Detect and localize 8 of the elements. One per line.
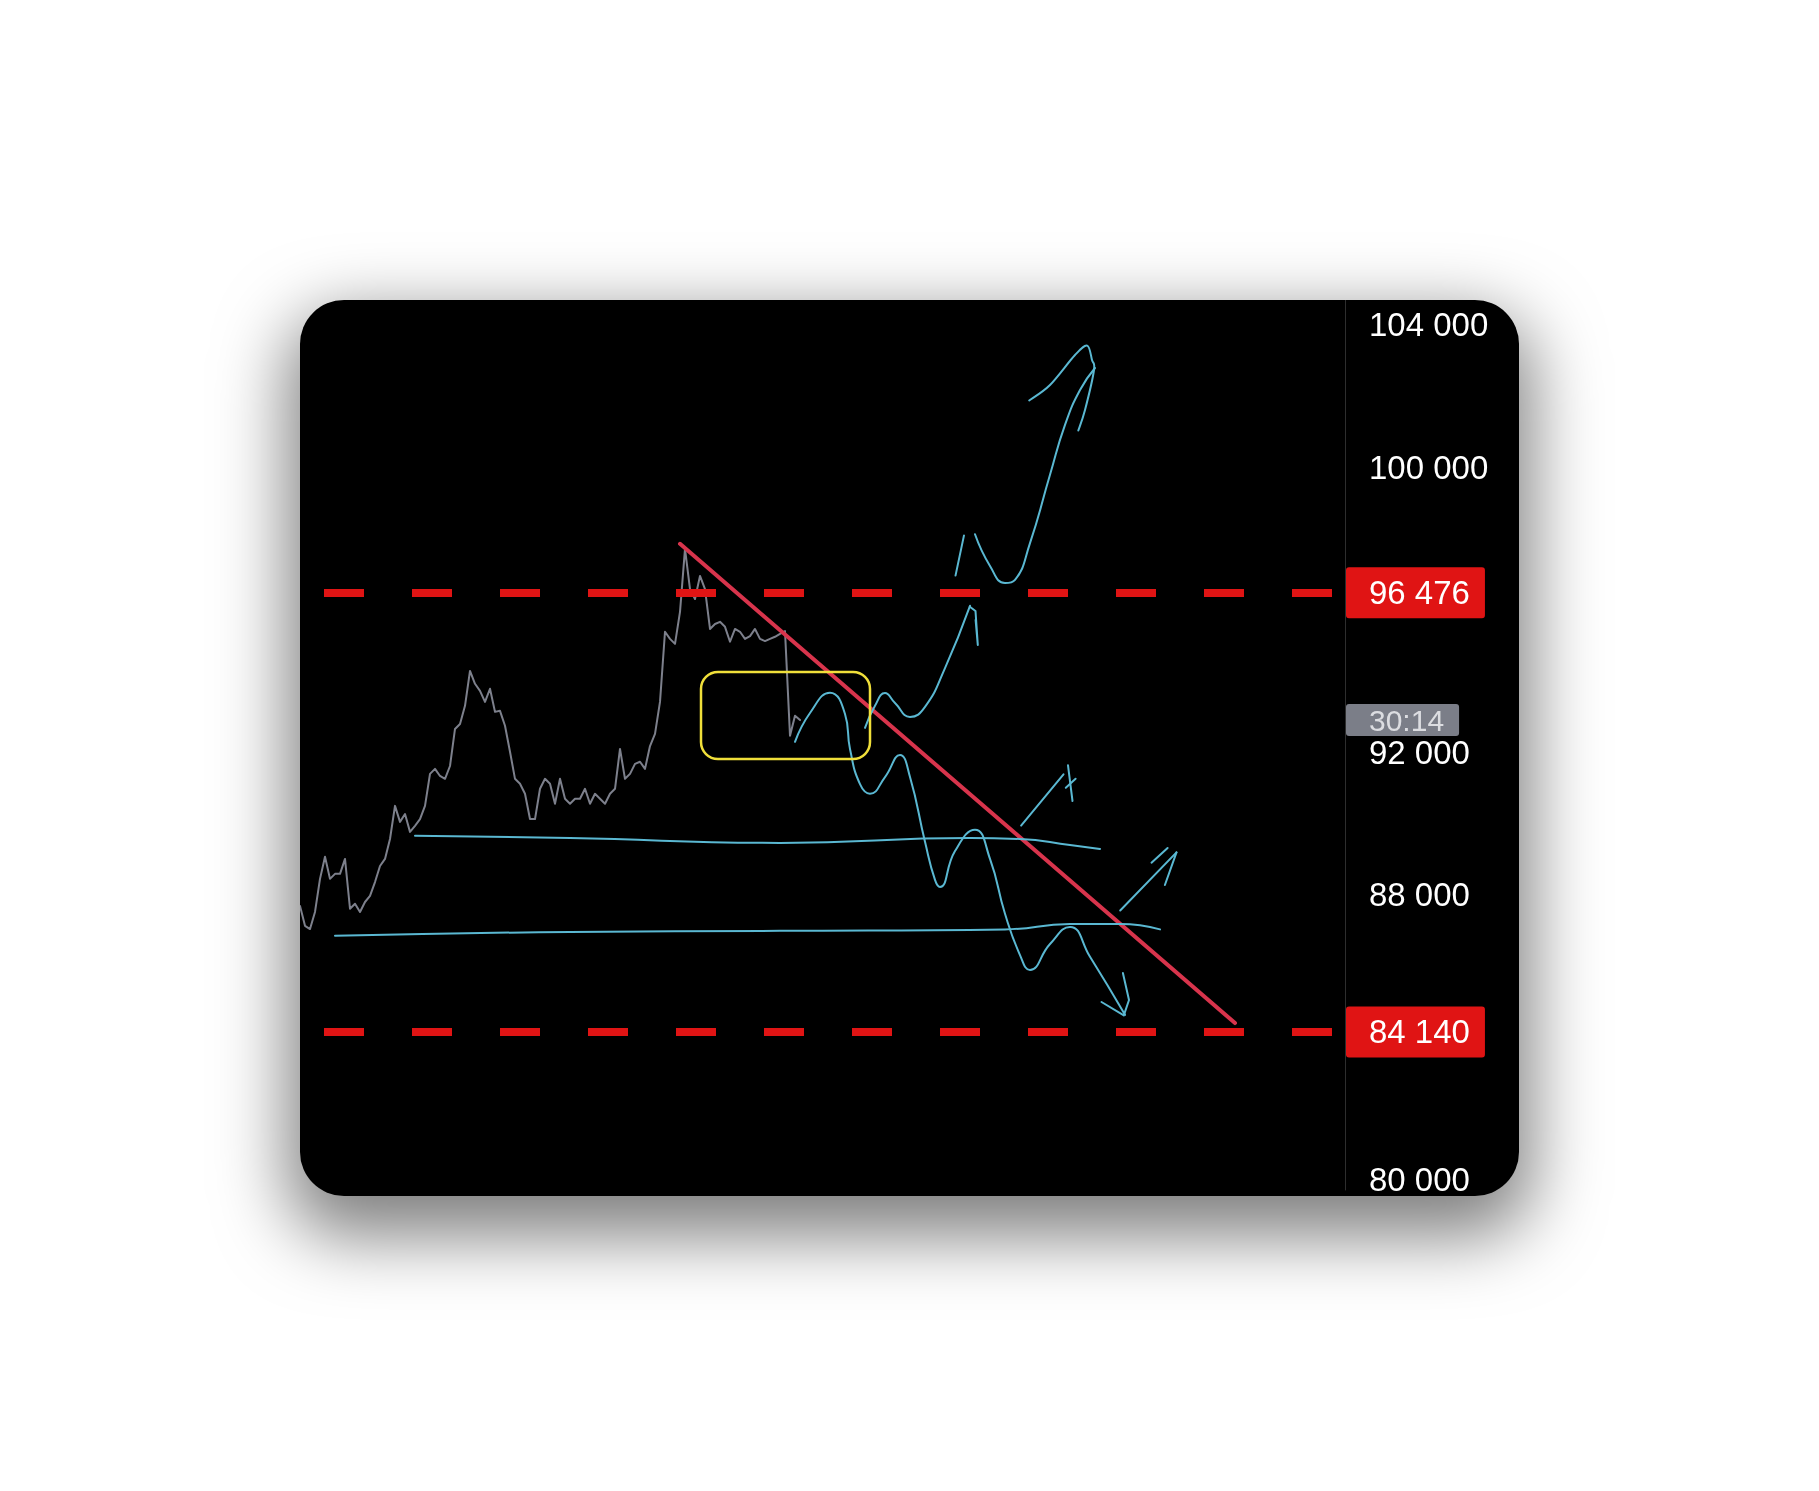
y-tick-label: 80 000	[1369, 1160, 1470, 1198]
ref-line-label: 96 476	[1369, 574, 1470, 612]
y-tick-label: 100 000	[1369, 448, 1489, 486]
ref-line-label: 84 140	[1369, 1013, 1470, 1051]
line-series	[974, 367, 1096, 585]
y-tick-label: 88 000	[1369, 876, 1470, 914]
y-tick-label: 104 000	[1369, 306, 1489, 344]
line-series	[300, 547, 801, 931]
